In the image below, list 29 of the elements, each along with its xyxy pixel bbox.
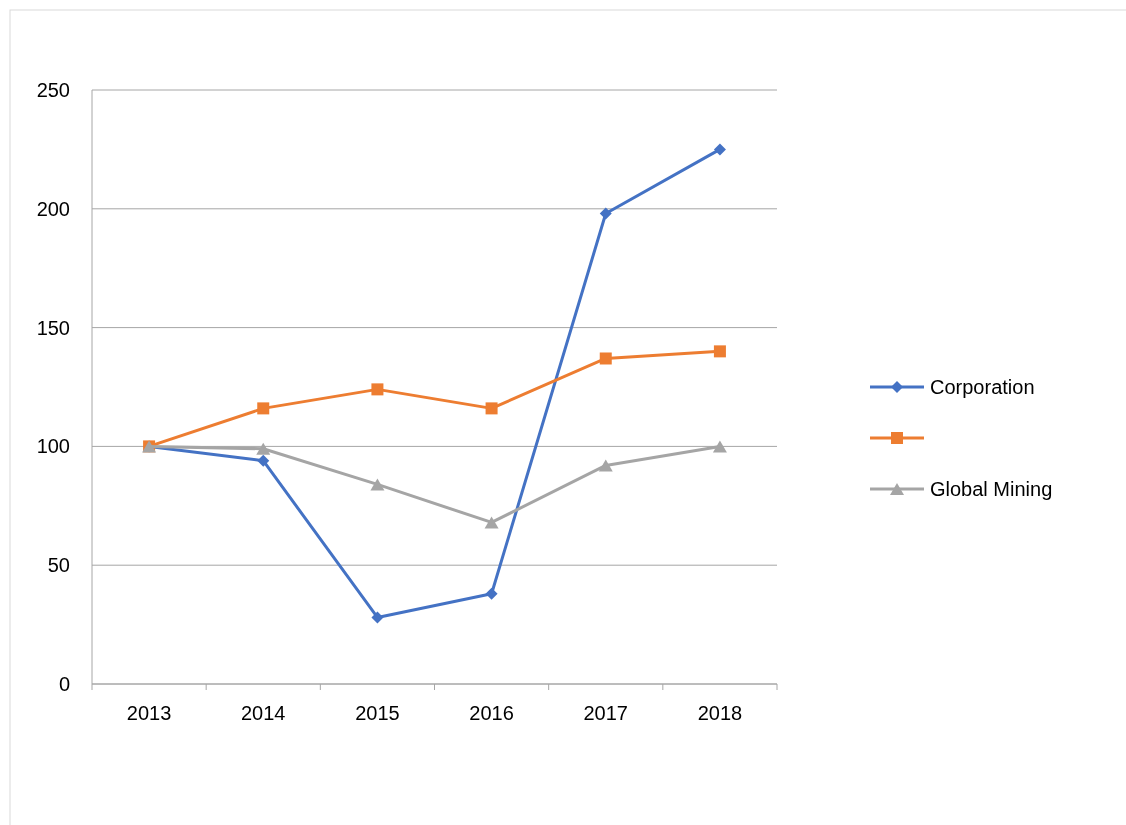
point [257, 402, 270, 415]
point [257, 454, 270, 467]
point [370, 478, 385, 491]
point [599, 207, 612, 220]
legend-label: Corporation [930, 376, 1035, 398]
y-tick-label: 250 [36, 79, 70, 101]
x-tick-label: 2015 [355, 702, 400, 724]
y-tick-label: 0 [58, 673, 70, 695]
point [712, 440, 727, 453]
legend-label: Global Mining [930, 478, 1053, 500]
point [371, 383, 384, 396]
point [485, 402, 498, 415]
y-tick-label: 150 [36, 316, 70, 339]
x-tick-label: 2017 [583, 702, 628, 724]
point [713, 143, 726, 156]
x-tick-label: 2013 [126, 702, 172, 724]
point [599, 352, 612, 365]
y-tick-label: 100 [36, 435, 70, 458]
point [484, 516, 499, 529]
point [485, 587, 498, 600]
y-tick-label: 50 [47, 554, 70, 577]
point [371, 611, 384, 624]
x-tick-label: 2018 [697, 702, 743, 724]
y-tick-label: 200 [36, 197, 70, 220]
point [598, 459, 613, 472]
x-tick-label: 2014 [241, 702, 286, 724]
point [713, 345, 726, 358]
x-tick-label: 2016 [469, 702, 514, 724]
point [256, 442, 271, 455]
